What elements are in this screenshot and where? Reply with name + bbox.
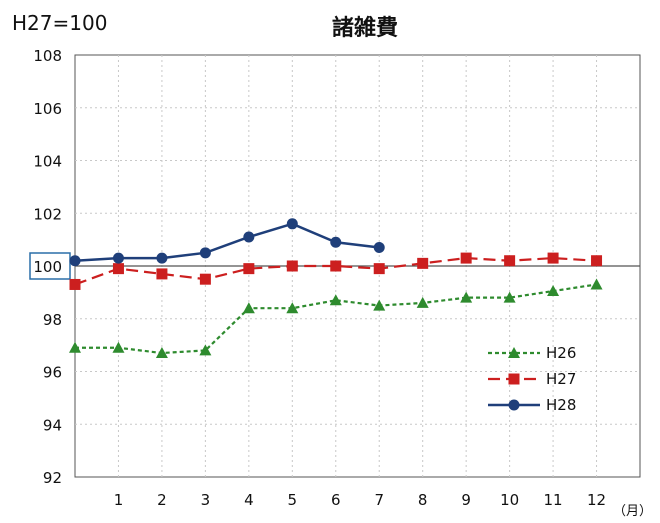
x-tick-label: 8	[418, 491, 428, 509]
data-point-h27	[69, 278, 81, 290]
data-point-h26	[547, 285, 560, 297]
data-point-h26	[460, 291, 473, 303]
y-tick-label: 96	[43, 364, 62, 382]
data-point-h28	[112, 252, 124, 264]
data-point-h27	[199, 273, 211, 285]
x-tick-label: 12	[587, 491, 606, 509]
data-point-h28	[330, 236, 342, 248]
x-tick-label: 9	[461, 491, 471, 509]
legend-label-h28: H28	[546, 396, 576, 414]
base-label: H27=100	[12, 11, 107, 35]
data-point-h26	[590, 278, 603, 290]
data-point-h27	[373, 263, 385, 275]
series-h26	[69, 278, 603, 359]
y-tick-label: 100	[33, 258, 62, 276]
legend-marker-h28	[508, 399, 520, 411]
y-tick-label: 94	[43, 416, 62, 434]
x-tick-label: 10	[500, 491, 519, 509]
data-point-h27	[460, 252, 472, 264]
data-point-h28	[286, 218, 298, 230]
y-tick-label: 108	[33, 47, 62, 65]
data-point-h27	[417, 257, 429, 269]
data-point-h26	[373, 299, 386, 311]
series-h27	[69, 252, 603, 290]
data-point-h26	[112, 341, 125, 353]
data-point-h26	[416, 296, 429, 308]
data-point-h28	[199, 247, 211, 259]
x-tick-label: 11	[544, 491, 563, 509]
data-point-h28	[69, 255, 81, 267]
x-tick-label: 1	[114, 491, 124, 509]
y-tick-label: 92	[43, 469, 62, 487]
data-point-h27	[547, 252, 559, 264]
legend-label-h27: H27	[546, 370, 576, 388]
data-point-h26	[329, 294, 342, 306]
series-line-h28	[74, 222, 380, 262]
data-point-h27	[243, 263, 255, 275]
data-point-h26	[503, 291, 516, 303]
reference-tick-box	[29, 252, 71, 280]
legend-marker-h26	[508, 347, 520, 358]
data-point-h27	[330, 260, 342, 272]
legend-marker-h27	[508, 373, 520, 385]
data-point-h28	[373, 242, 385, 254]
data-point-h28	[156, 252, 168, 264]
data-point-h27	[112, 263, 124, 275]
legend-label-h26: H26	[546, 344, 576, 362]
x-tick-label: 6	[331, 491, 341, 509]
x-tick-label: 7	[374, 491, 384, 509]
x-tick-label: 3	[201, 491, 211, 509]
chart-title: 諸雑費	[332, 15, 398, 41]
data-point-h28	[243, 231, 255, 243]
x-tick-label: 4	[244, 491, 254, 509]
data-point-h26	[286, 302, 299, 314]
data-point-h26	[242, 302, 255, 314]
data-point-h26	[199, 344, 212, 356]
y-tick-label: 102	[33, 205, 62, 223]
x-tick-label: 2	[157, 491, 167, 509]
data-point-h27	[156, 268, 168, 280]
y-tick-label: 104	[33, 153, 62, 171]
x-tick-label: 5	[288, 491, 298, 509]
data-point-h26	[155, 347, 168, 359]
data-point-h27	[504, 255, 516, 267]
x-unit-label: （月）	[613, 504, 652, 519]
y-tick-label: 106	[33, 100, 62, 118]
series-h28	[69, 218, 385, 267]
data-point-h27	[591, 255, 603, 267]
y-tick-label: 98	[43, 311, 62, 329]
data-point-h26	[69, 341, 81, 353]
data-point-h27	[286, 260, 298, 272]
